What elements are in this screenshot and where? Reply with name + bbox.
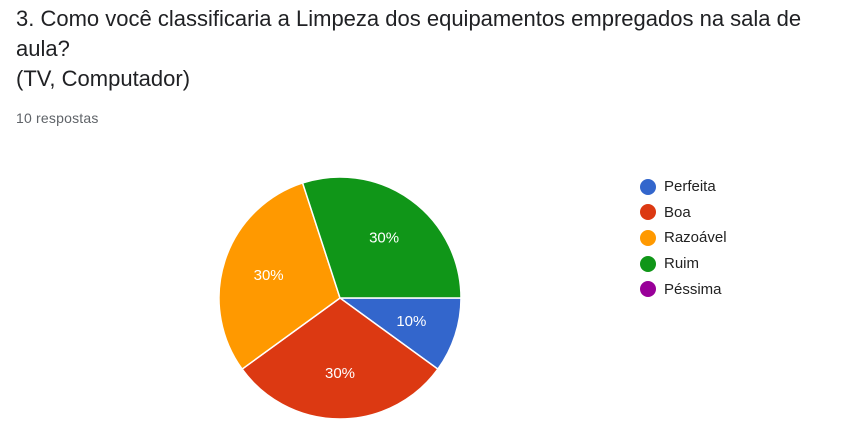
pie-slice-label: 30% — [325, 365, 355, 382]
response-count: 10 respostas — [16, 110, 99, 126]
legend-swatch — [640, 204, 656, 221]
pie-slice-label: 30% — [369, 229, 399, 246]
legend-label: Razoável — [664, 229, 727, 247]
legend-swatch — [640, 229, 656, 246]
legend-swatch — [640, 255, 656, 272]
legend-label: Boa — [664, 203, 691, 221]
legend-swatch — [640, 178, 656, 195]
pie-slice-label: 30% — [254, 267, 284, 284]
pie-slice-ruim[interactable] — [301, 176, 462, 299]
legend-item[interactable]: Boa — [640, 200, 727, 226]
legend-swatch — [640, 281, 656, 298]
legend-label: Péssima — [664, 280, 722, 298]
chart-legend: Perfeita Boa Razoável Ruim Péssima — [640, 174, 727, 302]
question-title-line-3: (TV, Computador) — [16, 66, 191, 91]
legend-item[interactable]: Péssima — [640, 276, 727, 302]
legend-item[interactable]: Ruim — [640, 251, 727, 277]
question-title-line-1: 3. Como você classificaria a Limpeza dos… — [16, 6, 802, 31]
pie-slice-label: 10% — [396, 313, 426, 330]
pie-slice-boa[interactable] — [241, 297, 439, 420]
pie-slice-razoavel[interactable] — [218, 181, 341, 371]
pie-slice-perfeita[interactable] — [337, 297, 462, 371]
legend-label: Perfeita — [664, 178, 716, 196]
legend-item[interactable]: Perfeita — [640, 174, 727, 200]
pie-slices — [218, 176, 462, 420]
question-title-line-2: aula? — [16, 36, 70, 61]
question-title: 3. Como você classificaria a Limpeza dos… — [16, 4, 826, 94]
legend-item[interactable]: Razoável — [640, 225, 727, 251]
legend-label: Ruim — [664, 255, 700, 273]
pie-slice-labels: 10% 30% 30% 30% — [254, 229, 427, 382]
